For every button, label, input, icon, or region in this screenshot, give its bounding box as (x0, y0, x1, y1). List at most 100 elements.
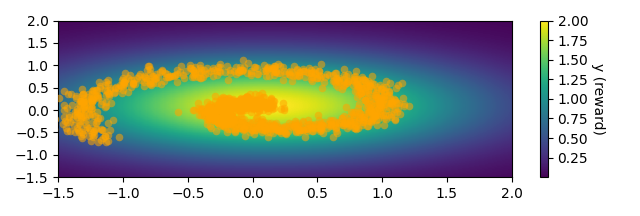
Point (220, 70, 230, 74)
Point (239, 126, 249, 130)
Point (87, 113, 97, 116)
Point (298, 70, 308, 73)
Point (202, 101, 212, 104)
Point (230, 102, 240, 105)
Point (146, 84, 156, 87)
Point (205, 116, 215, 119)
Point (260, 125, 270, 129)
Point (259, 120, 269, 124)
Point (298, 129, 308, 132)
Point (83, 92, 93, 96)
Point (257, 130, 267, 134)
Point (244, 126, 254, 129)
Point (360, 86, 371, 89)
Point (202, 111, 212, 114)
Point (244, 97, 255, 100)
Point (255, 97, 265, 100)
Point (155, 70, 165, 73)
Point (362, 97, 372, 100)
Point (86, 108, 96, 111)
Point (241, 96, 252, 99)
Point (246, 69, 257, 73)
Point (342, 126, 352, 130)
Point (221, 114, 231, 117)
Point (219, 97, 229, 100)
Point (266, 126, 276, 129)
Point (378, 99, 388, 102)
Point (229, 103, 239, 107)
Point (231, 118, 241, 122)
Point (379, 90, 389, 94)
Point (306, 71, 316, 75)
Point (103, 134, 113, 137)
Point (337, 117, 347, 120)
Point (332, 121, 342, 124)
Point (225, 104, 236, 108)
Point (214, 111, 225, 114)
Point (288, 74, 298, 78)
Point (225, 72, 236, 75)
Point (132, 76, 143, 80)
Point (218, 114, 228, 118)
Point (364, 110, 374, 113)
Point (315, 76, 325, 79)
Point (305, 68, 316, 72)
Point (265, 98, 275, 102)
Point (307, 70, 317, 74)
Point (252, 102, 262, 105)
Point (287, 126, 297, 129)
Point (339, 84, 349, 87)
Point (254, 125, 264, 128)
Point (266, 106, 276, 109)
Point (348, 126, 358, 130)
Point (164, 75, 174, 78)
Point (248, 106, 259, 110)
Point (243, 120, 253, 124)
Point (194, 109, 204, 112)
Point (252, 104, 262, 107)
Point (376, 97, 386, 100)
Point (209, 110, 220, 113)
Point (211, 109, 221, 112)
Point (120, 72, 131, 75)
Point (346, 122, 356, 125)
Point (314, 118, 324, 121)
Point (135, 72, 145, 76)
Point (358, 118, 369, 122)
Point (234, 104, 244, 107)
Point (268, 68, 278, 72)
Point (269, 124, 279, 127)
Point (380, 117, 390, 120)
Point (269, 71, 280, 74)
Point (251, 128, 261, 132)
Point (351, 83, 361, 86)
Point (188, 68, 198, 72)
Point (269, 99, 279, 102)
Point (339, 114, 349, 118)
Point (211, 95, 221, 98)
Point (234, 108, 244, 112)
Point (382, 94, 392, 98)
Point (78, 132, 88, 136)
Point (77, 106, 88, 110)
Point (215, 107, 225, 110)
Point (216, 116, 227, 119)
Point (80, 128, 90, 132)
Point (237, 68, 248, 71)
Point (213, 105, 223, 108)
Point (62, 106, 72, 109)
Point (64, 113, 74, 117)
Point (203, 107, 213, 111)
Point (220, 106, 230, 110)
Point (363, 119, 373, 123)
Point (268, 67, 278, 70)
Point (230, 102, 241, 105)
Point (222, 119, 232, 122)
Point (239, 118, 250, 121)
Point (143, 65, 154, 68)
Point (88, 98, 98, 102)
Point (198, 106, 208, 110)
Point (244, 100, 254, 103)
Point (259, 125, 269, 128)
Point (95, 86, 105, 89)
